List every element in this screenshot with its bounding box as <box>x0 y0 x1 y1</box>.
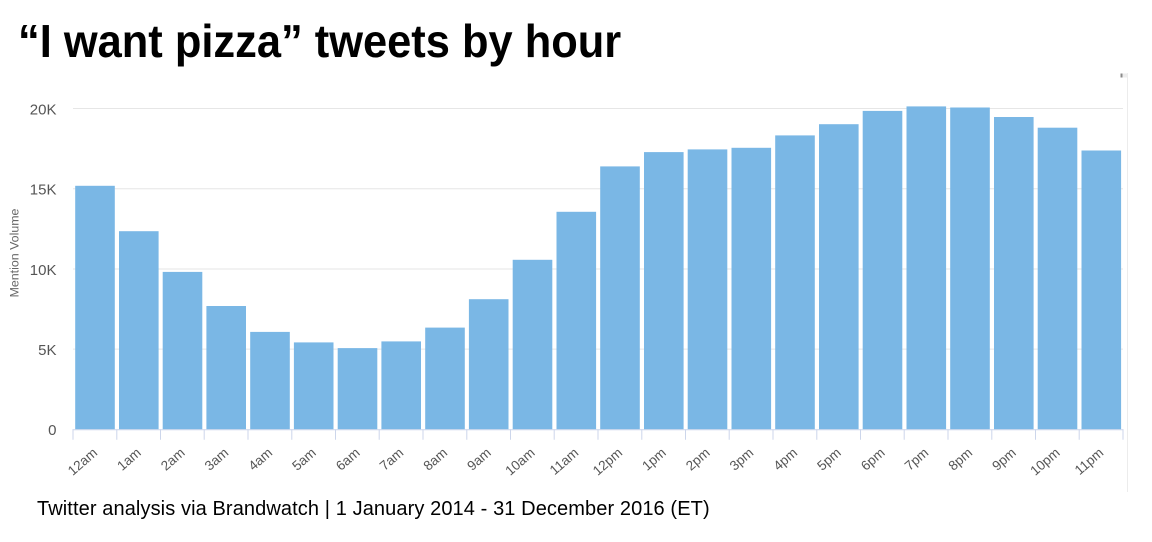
svg-text:10pm: 10pm <box>1027 445 1062 478</box>
svg-text:10K: 10K <box>30 262 57 279</box>
svg-text:11am: 11am <box>547 445 582 478</box>
svg-text:5pm: 5pm <box>814 445 844 474</box>
svg-text:20K: 20K <box>30 101 57 118</box>
svg-text:12pm: 12pm <box>590 445 625 478</box>
svg-text:12am: 12am <box>65 445 100 478</box>
svg-text:7pm: 7pm <box>902 445 932 474</box>
svg-text:8am: 8am <box>421 445 451 474</box>
svg-text:3pm: 3pm <box>727 445 757 474</box>
svg-text:4pm: 4pm <box>771 445 801 474</box>
svg-text:2am: 2am <box>158 445 188 474</box>
svg-text:6pm: 6pm <box>858 445 888 474</box>
svg-text:1am: 1am <box>114 445 144 474</box>
svg-text:Mention Volume: Mention Volume <box>8 208 22 297</box>
svg-text:5K: 5K <box>38 342 56 359</box>
svg-text:6am: 6am <box>333 445 363 474</box>
svg-text:9am: 9am <box>464 445 494 474</box>
svg-text:5am: 5am <box>289 445 319 474</box>
svg-text:2pm: 2pm <box>683 445 713 474</box>
svg-text:8pm: 8pm <box>946 445 976 474</box>
svg-text:11pm: 11pm <box>1072 445 1107 478</box>
svg-text:1pm: 1pm <box>639 445 669 474</box>
svg-text:15K: 15K <box>30 182 57 199</box>
svg-text:10am: 10am <box>502 445 537 478</box>
svg-text:7am: 7am <box>377 445 407 474</box>
svg-text:3am: 3am <box>202 445 232 474</box>
svg-text:0: 0 <box>48 422 56 439</box>
svg-text:4am: 4am <box>246 445 276 474</box>
svg-text:9pm: 9pm <box>989 445 1019 474</box>
